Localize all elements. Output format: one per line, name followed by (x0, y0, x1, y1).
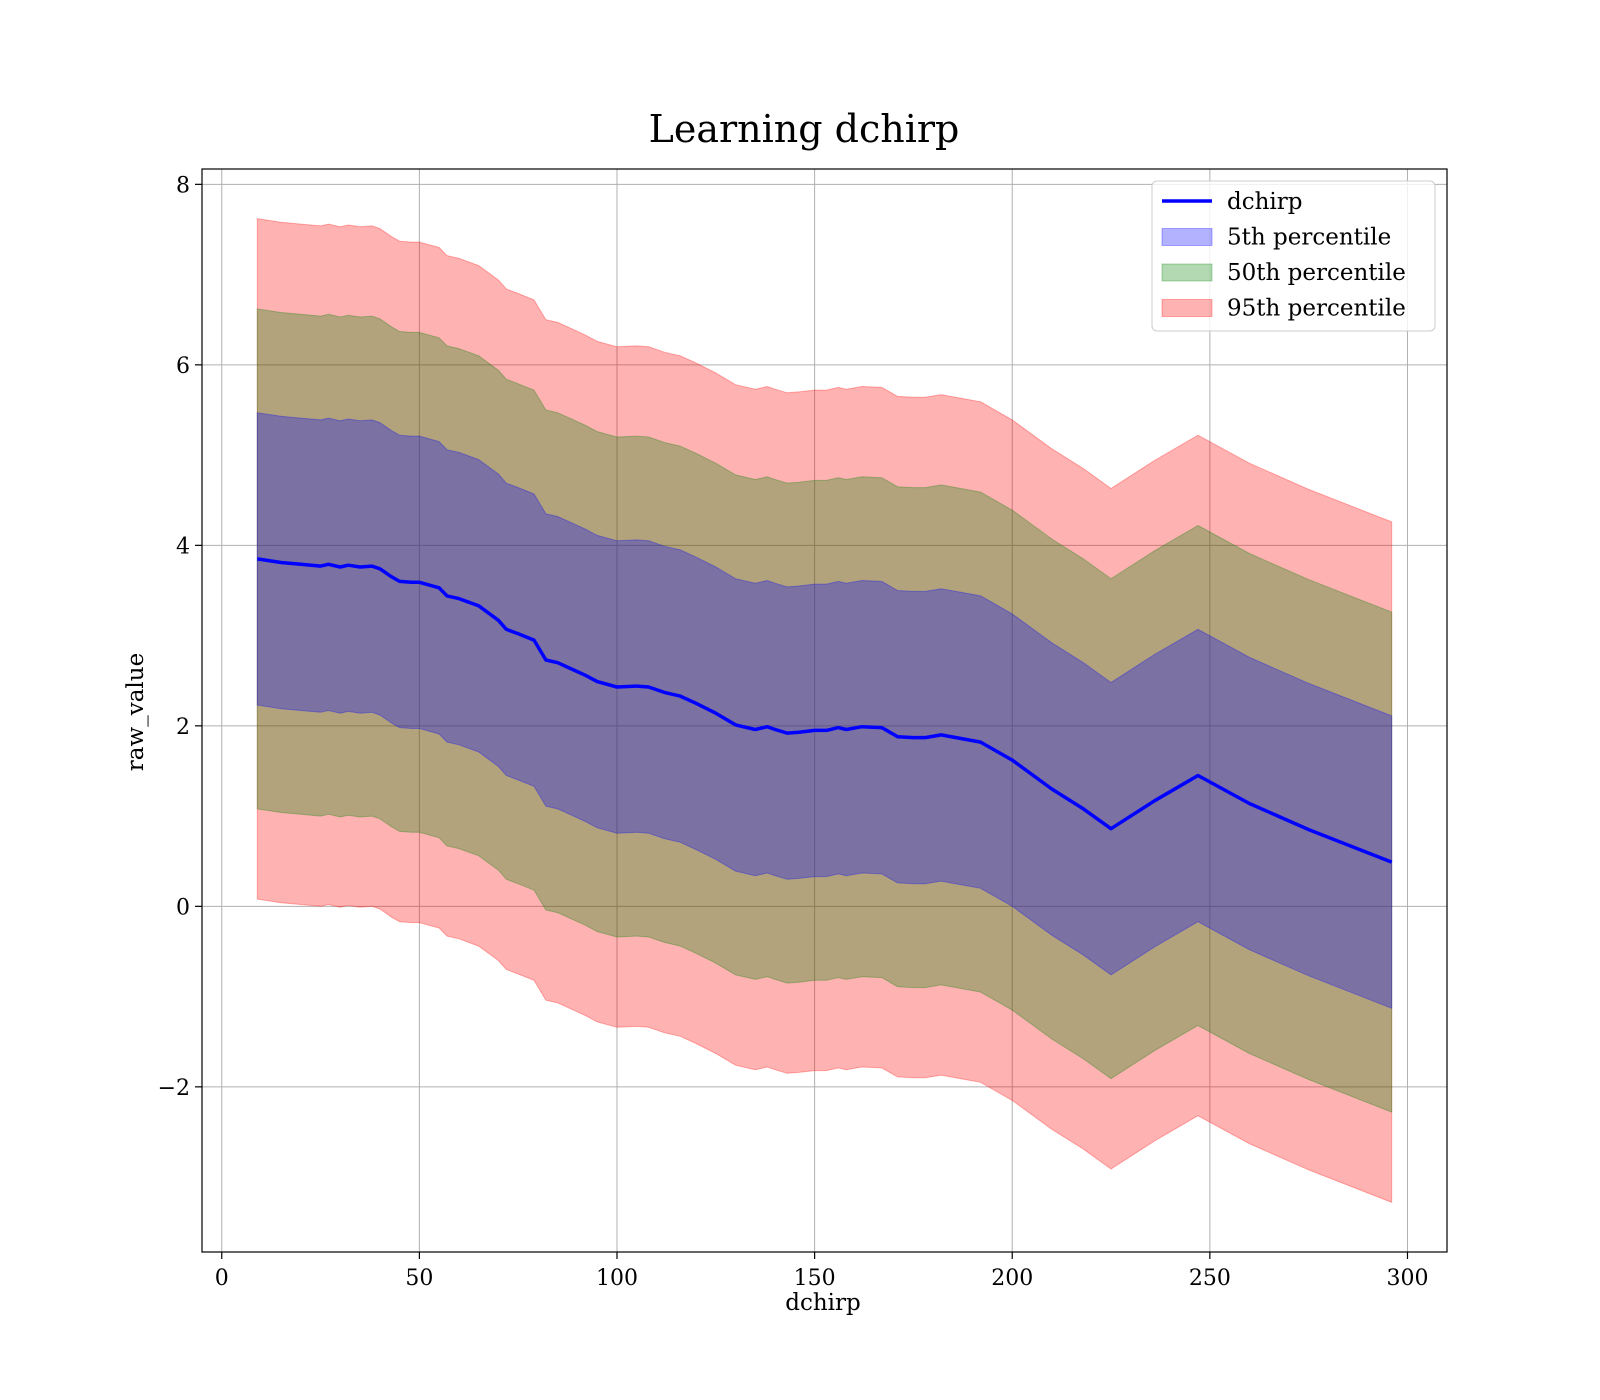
x-tick-label: 50 (405, 1266, 433, 1291)
y-tick-label: 2 (176, 715, 190, 740)
legend-label: 5th percentile (1227, 225, 1391, 251)
plot-frame (201, 168, 1448, 1253)
x-tick-label: 300 (1386, 1266, 1428, 1291)
x-axis-ticks: 0 50 100 150 200 250 300 (215, 1252, 1428, 1291)
series-line-dchirp (257, 557, 1393, 864)
band-50th-percentile (256, 308, 1393, 1113)
y-tick-label: 0 (176, 895, 190, 920)
legend-patch-swatch (1161, 299, 1213, 317)
x-tick-label: 200 (991, 1266, 1033, 1291)
y-axis-ticks: −2 0 2 4 6 8 (158, 173, 202, 1101)
series-lines (257, 557, 1393, 864)
y-tick-label: 6 (176, 354, 190, 379)
x-tick-label: 250 (1189, 1266, 1231, 1291)
legend-box (1151, 180, 1436, 332)
y-tick-label: −2 (158, 1076, 190, 1101)
legend: dchirp 5th percentile 50th percentile 95th … (1151, 180, 1436, 332)
legend-patch-swatch (1161, 263, 1213, 282)
plot-area (202, 169, 1447, 1252)
x-tick-label: 100 (596, 1266, 638, 1291)
x-axis-label: dchirp (785, 1290, 861, 1316)
percentile-bands (256, 218, 1393, 1204)
legend-label: 95th percentile (1227, 296, 1406, 322)
legend-label: dchirp (1227, 189, 1303, 215)
y-tick-label: 4 (176, 534, 190, 559)
band-95th-percentile (256, 218, 1393, 1204)
chart-title: Learning dchirp (649, 107, 960, 151)
y-tick-label: 8 (176, 173, 190, 198)
legend-label: 50th percentile (1227, 260, 1406, 286)
x-tick-label: 150 (794, 1266, 836, 1291)
legend-patch-swatch (1161, 228, 1213, 246)
x-tick-label: 0 (215, 1266, 229, 1291)
band-5th-percentile (256, 412, 1393, 1010)
y-axis-label: raw_value (123, 653, 149, 771)
